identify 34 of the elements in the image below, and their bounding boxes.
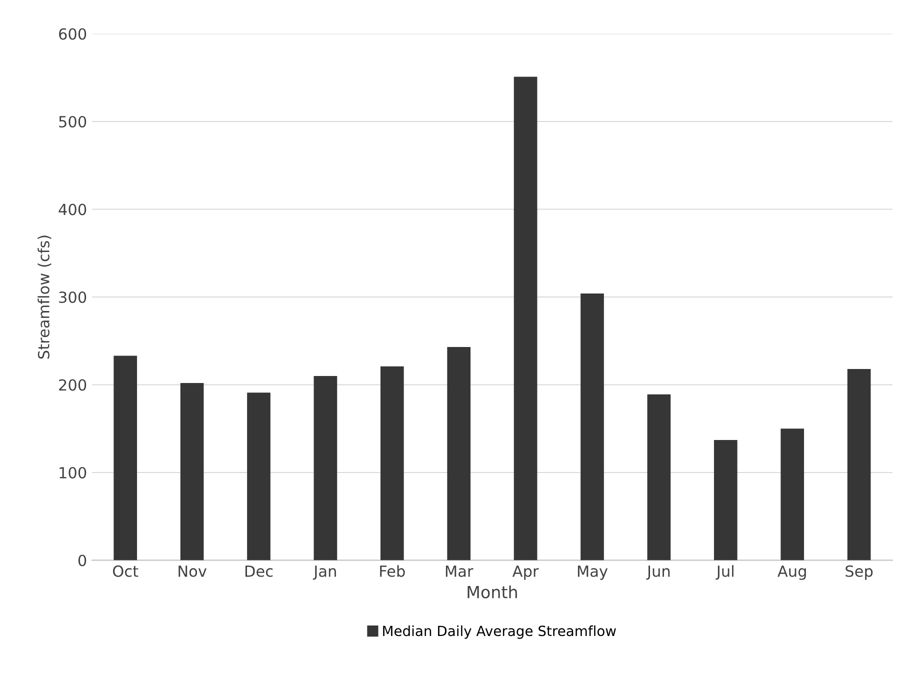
- y-tick-label: 100: [60, 466, 86, 479]
- x-tick-label: Feb: [380, 565, 405, 577]
- bar: [247, 392, 270, 560]
- x-tick-label: Mar: [446, 566, 474, 577]
- legend-label: Median Daily Average Streamflow: [383, 625, 616, 639]
- x-tick-label: Jan: [312, 566, 336, 580]
- bar: [447, 347, 471, 560]
- bar: [180, 382, 204, 560]
- bar: [714, 440, 738, 560]
- y-axis-title: Streamflow (cfs): [38, 236, 52, 359]
- bar: [780, 428, 804, 560]
- bar: [847, 368, 871, 560]
- x-tick-label: Oct: [113, 565, 138, 577]
- y-tick-label: 400: [58, 204, 86, 216]
- bar: [514, 76, 538, 560]
- bar: [647, 394, 671, 560]
- x-tick-label: Dec: [245, 566, 273, 577]
- x-tick-label: Jun: [646, 566, 670, 580]
- bar: [114, 356, 138, 560]
- y-tick-label: 0: [78, 554, 86, 566]
- y-tick-label: 300: [59, 291, 86, 304]
- x-tick-label: Apr: [512, 566, 539, 580]
- x-axis-title: Month: [468, 585, 517, 598]
- bar: [314, 376, 338, 560]
- y-tick-label: 500: [59, 116, 86, 128]
- x-tick-label: Nov: [178, 566, 206, 577]
- bar: [580, 293, 604, 560]
- bar: [380, 366, 404, 560]
- x-tick-label: Aug: [778, 566, 806, 580]
- x-tick-label: Jul: [716, 565, 734, 580]
- y-tick-label: 200: [59, 379, 86, 391]
- x-tick-label: May: [578, 566, 608, 580]
- x-tick-label: Sep: [846, 565, 873, 580]
- y-tick-label: 600: [59, 28, 86, 40]
